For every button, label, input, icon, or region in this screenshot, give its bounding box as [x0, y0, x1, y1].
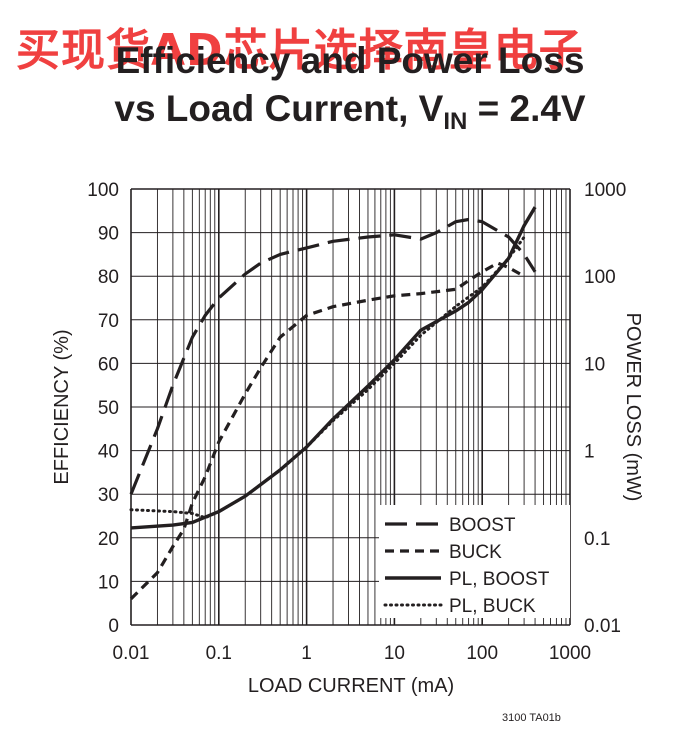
y-left-tick-label: 10 — [98, 572, 119, 593]
legend-box — [379, 505, 570, 618]
y-left-tick-label: 100 — [87, 180, 119, 201]
y-right-tick-label: 0.1 — [584, 529, 610, 550]
figure-id: 3100 TA01b — [502, 712, 561, 724]
series-line-2 — [129, 261, 525, 600]
chart-legend: BOOST BUCK PL, BOOST PL, BUCK — [379, 505, 570, 618]
legend-label: PL, BUCK — [449, 596, 536, 617]
y-left-tick-label: 50 — [98, 398, 119, 419]
title-suffix: = 2.4V — [467, 88, 586, 129]
y-left-tick-label: 30 — [98, 485, 119, 506]
chart-title-line2: vs Load Current, VIN = 2.4V — [0, 88, 700, 136]
y-left-tick-label: 0 — [108, 616, 119, 637]
x-tick-label: 0.1 — [206, 643, 232, 664]
x-axis-label: LOAD CURRENT (mA) — [248, 675, 454, 697]
y-axis-label-left: EFFICIENCY (%) — [51, 329, 73, 484]
y-left-tick-label: 40 — [98, 442, 119, 463]
y-left-tick-label: 90 — [98, 224, 119, 245]
x-tick-label: 1 — [301, 643, 312, 664]
y-right-tick-label: 1 — [584, 442, 595, 463]
legend-label: BUCK — [449, 542, 502, 563]
watermark-text: 买现货AD芯片选择南皇电子 — [16, 25, 584, 76]
x-tick-label: 10 — [384, 643, 405, 664]
x-tick-label: 0.01 — [113, 643, 150, 664]
x-tick-label: 1000 — [549, 643, 591, 664]
x-tick-label: 100 — [466, 643, 498, 664]
y-right-tick-label: 100 — [584, 267, 616, 288]
y-right-tick-label: 0.01 — [584, 616, 621, 637]
series-line-1 — [129, 217, 537, 495]
chart-ticks: 0.01 0.1 1 10 100 100001020304050607080901000… — [87, 180, 626, 664]
legend-label: PL, BOOST — [449, 569, 550, 590]
title-prefix: vs Load Current, V — [114, 88, 444, 129]
y-left-tick-label: 70 — [98, 311, 119, 332]
legend-label: BOOST — [449, 515, 516, 536]
y-left-tick-label: 80 — [98, 267, 119, 288]
series-line-3 — [130, 206, 537, 530]
y-axis-label-right: POWER LOSS (mW) — [622, 313, 644, 502]
series-line-4 — [129, 235, 526, 520]
y-left-tick-label: 20 — [98, 529, 119, 550]
y-right-tick-label: 10 — [584, 354, 605, 375]
y-left-tick-label: 60 — [98, 354, 119, 375]
y-right-tick-label: 1000 — [584, 180, 626, 201]
chart-title-line1: Efficiency and Power Loss — [115, 40, 585, 81]
chart-series — [129, 206, 537, 600]
title-subscript: IN — [443, 108, 468, 135]
